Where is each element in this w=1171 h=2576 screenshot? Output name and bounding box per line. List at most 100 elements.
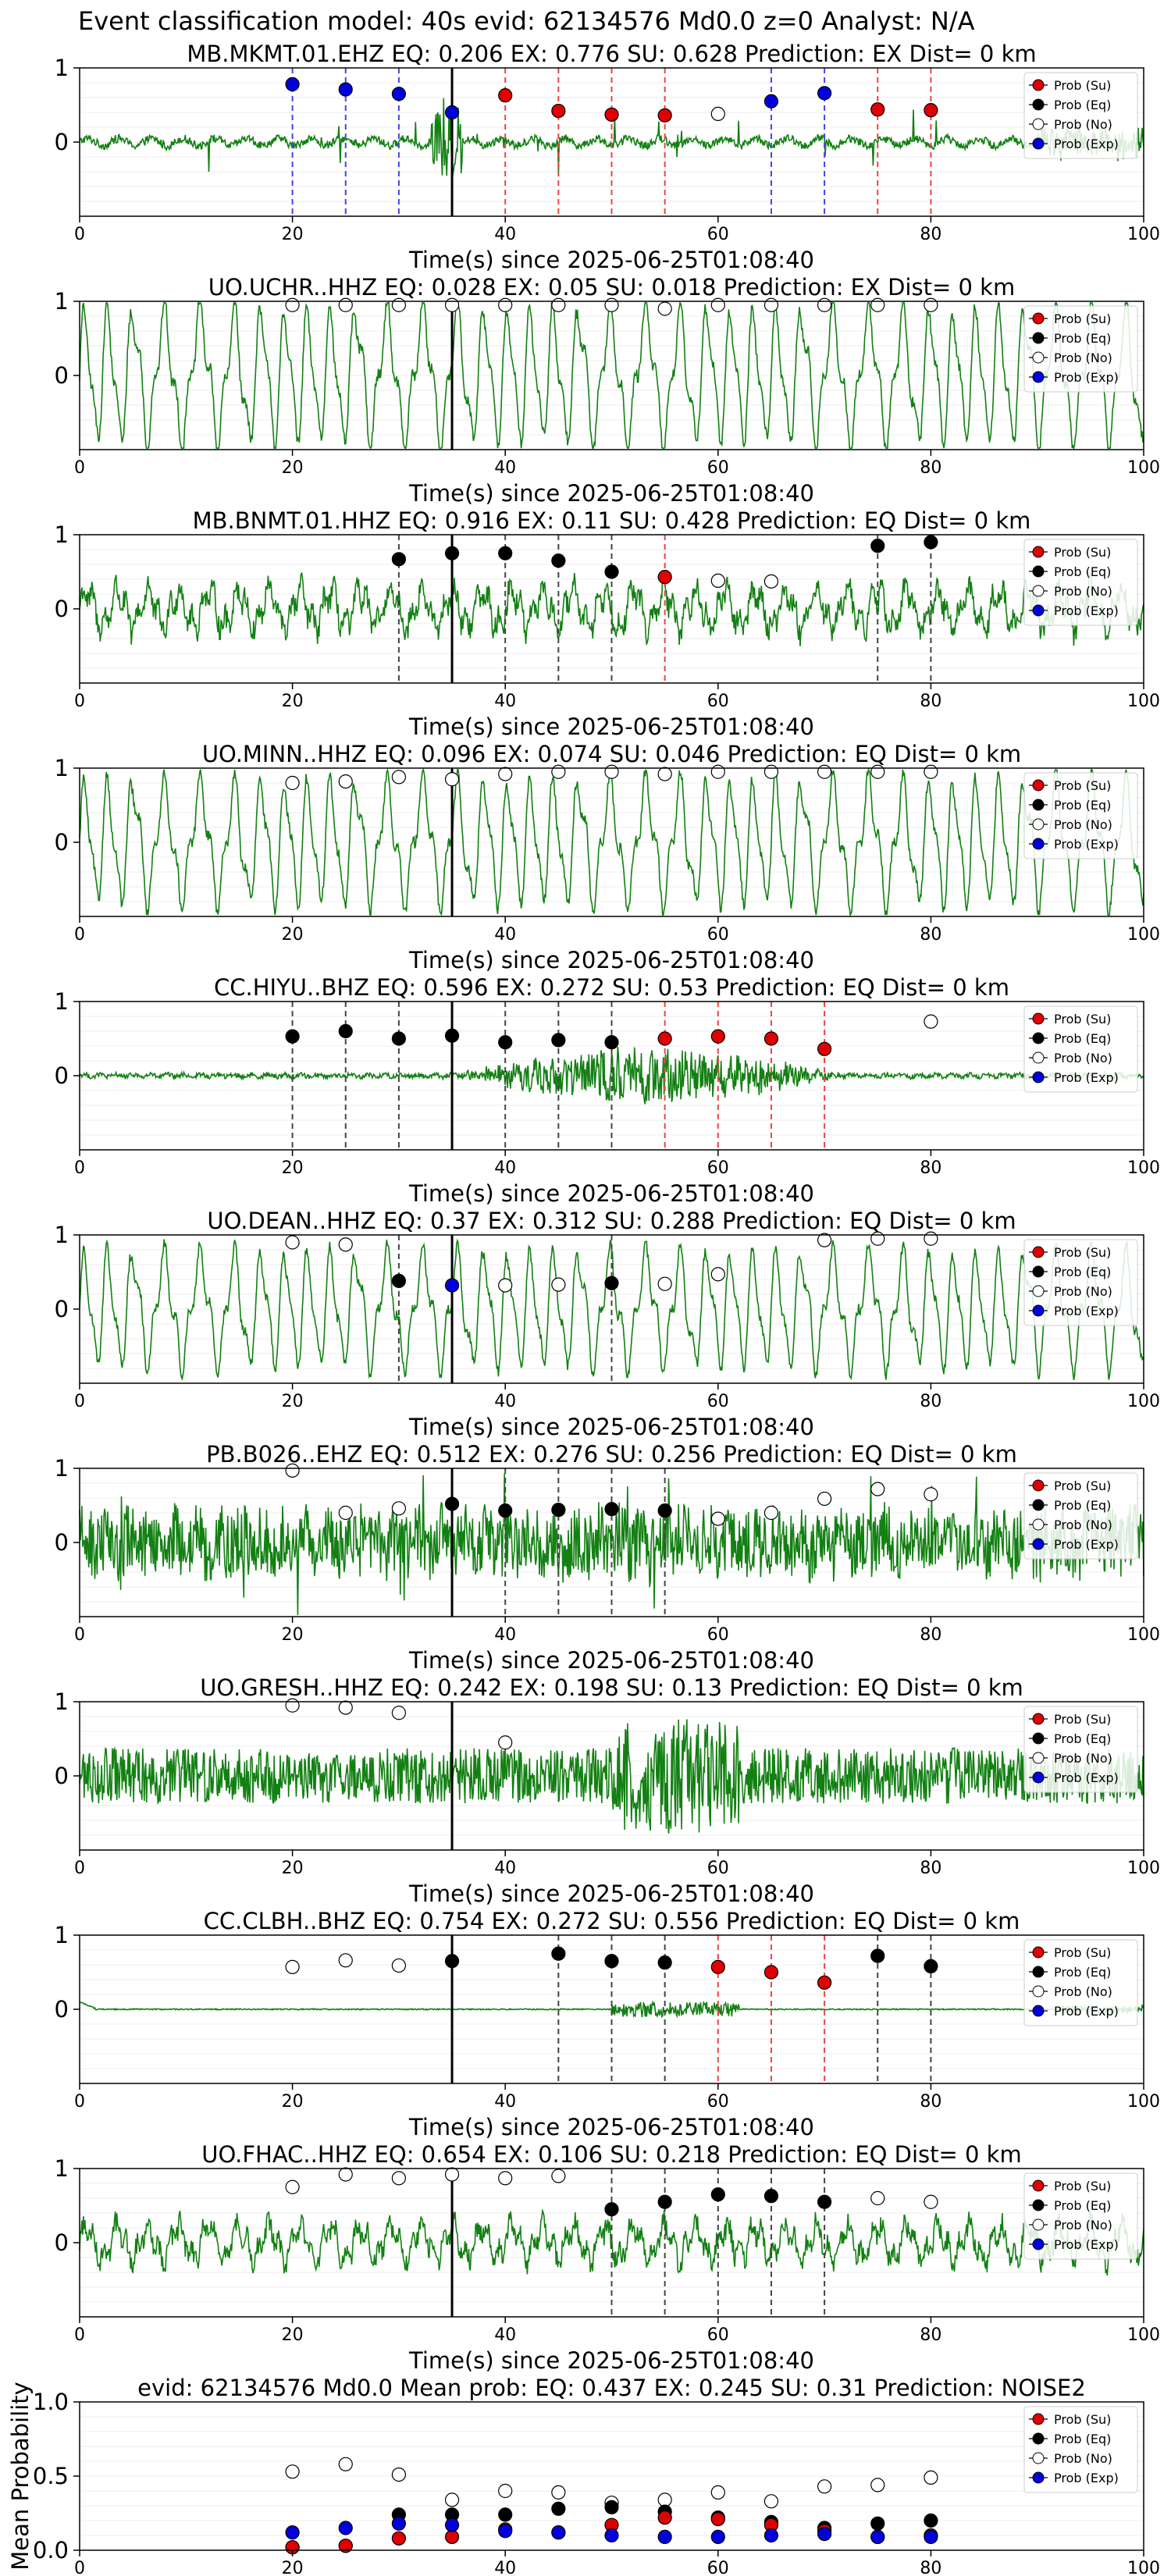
panel-6: UO.DEAN..HHZ EQ: 0.37 EX: 0.312 SU: 0.28… bbox=[55, 1208, 1160, 1440]
legend: Prob (Su) Prob (Eq) Prob (No) Prob (Exp) bbox=[1023, 1239, 1138, 1326]
prob-point bbox=[817, 1233, 832, 1247]
legend-label: Prob (No) bbox=[1054, 1051, 1112, 1066]
prob-point bbox=[657, 570, 672, 585]
x-tick-label: 0 bbox=[74, 1158, 85, 1178]
legend-box bbox=[1023, 305, 1138, 393]
legend: Prob (Su) Prob (Eq) Prob (No) Prob (Exp) bbox=[1023, 305, 1138, 393]
prob-point bbox=[870, 1231, 885, 1246]
x-tick-label: 100 bbox=[1127, 1158, 1160, 1178]
legend-marker bbox=[1032, 371, 1045, 383]
legend-marker bbox=[1032, 1499, 1045, 1511]
mean-prob-point bbox=[551, 2485, 566, 2500]
legend-marker bbox=[1032, 351, 1045, 364]
y-tick-label: 1 bbox=[55, 755, 69, 781]
x-tick-label: 100 bbox=[1127, 225, 1160, 244]
legend-box bbox=[1023, 1005, 1138, 1093]
legend-label: Prob (Eq) bbox=[1054, 1498, 1111, 1513]
legend-label: Prob (No) bbox=[1054, 584, 1112, 599]
legend-label: Prob (Su) bbox=[1054, 545, 1111, 560]
mean-prob-point bbox=[710, 2512, 725, 2527]
mean-prob-point bbox=[338, 2521, 353, 2535]
legend-label: Prob (Eq) bbox=[1054, 2432, 1111, 2446]
prob-point bbox=[763, 574, 779, 589]
mean-prob-point bbox=[498, 2483, 513, 2499]
y-tick-label: 0 bbox=[55, 362, 69, 389]
prob-point bbox=[338, 1505, 353, 1521]
x-tick-label: 60 bbox=[707, 2559, 729, 2576]
mean-prob-point bbox=[657, 2510, 672, 2525]
legend: Prob (Su) Prob (Eq) Prob (No) Prob (Exp) bbox=[1023, 772, 1138, 859]
legend-label: Prob (Eq) bbox=[1054, 564, 1111, 579]
x-tick-label: 40 bbox=[494, 925, 516, 945]
prob-point bbox=[444, 1028, 460, 1043]
x-tick-label: 100 bbox=[1127, 458, 1160, 478]
mean-prob-point bbox=[391, 2516, 406, 2531]
prob-point bbox=[924, 535, 938, 550]
prob-point bbox=[498, 2171, 513, 2186]
prob-point bbox=[391, 770, 406, 785]
panel-1: MB.MKMT.01.EHZ EQ: 0.206 EX: 0.776 SU: 0… bbox=[55, 41, 1160, 273]
x-tick-label: 20 bbox=[282, 1158, 304, 1178]
prob-point bbox=[870, 1948, 885, 1963]
prob-point bbox=[710, 1267, 725, 1282]
x-tick-label: 40 bbox=[494, 1625, 516, 1645]
panel-4: UO.MINN..HHZ EQ: 0.096 EX: 0.074 SU: 0.0… bbox=[55, 741, 1160, 973]
prob-point bbox=[498, 1278, 513, 1293]
mean-prob-point bbox=[657, 2529, 672, 2544]
prob-point bbox=[870, 2190, 885, 2206]
panel-title: MB.MKMT.01.EHZ EQ: 0.206 EX: 0.776 SU: 0… bbox=[187, 41, 1036, 67]
legend-label: Prob (Exp) bbox=[1054, 1537, 1119, 1552]
y-tick-label: 1 bbox=[55, 521, 69, 548]
legend-marker bbox=[1032, 2432, 1045, 2445]
legend-label: Prob (Eq) bbox=[1054, 798, 1111, 813]
legend-label: Prob (Exp) bbox=[1054, 2471, 1119, 2485]
panel-title: MB.BNMT.01.HHZ EQ: 0.916 EX: 0.11 SU: 0.… bbox=[193, 507, 1031, 534]
mean-prob-point bbox=[444, 2517, 460, 2532]
prob-point bbox=[285, 2179, 300, 2194]
legend-marker bbox=[1032, 1771, 1045, 1784]
x-tick-label: 0 bbox=[74, 1859, 85, 1878]
legend-label: Prob (Eq) bbox=[1054, 1731, 1111, 1746]
legend-marker bbox=[1032, 2413, 1045, 2425]
legend-marker bbox=[1032, 604, 1045, 617]
legend: Prob (Su) Prob (Eq) Prob (No) Prob (Exp) bbox=[1023, 1706, 1138, 1793]
x-tick-label: 40 bbox=[494, 1158, 516, 1178]
prob-point bbox=[391, 1501, 406, 1516]
x-axis-label: Time(s) since 2025-06-25T01:08:40 bbox=[408, 480, 814, 507]
prob-point bbox=[604, 764, 619, 779]
legend-marker bbox=[1032, 818, 1045, 831]
panel-11: evid: 62134576 Md0.0 Mean prob: EQ: 0.43… bbox=[7, 2375, 1160, 2576]
legend: Prob (Su) Prob (Eq) Prob (No) Prob (Exp) bbox=[1023, 1005, 1138, 1093]
mean-prob-point bbox=[710, 2485, 725, 2500]
prob-point bbox=[604, 1954, 619, 1969]
x-tick-label: 20 bbox=[282, 2325, 304, 2345]
prob-point bbox=[444, 1954, 460, 1969]
x-tick-label: 60 bbox=[707, 692, 729, 711]
legend-label: Prob (No) bbox=[1054, 1517, 1112, 1532]
prob-point bbox=[444, 772, 460, 787]
prob-point bbox=[391, 297, 406, 312]
prob-point bbox=[817, 2194, 832, 2209]
prob-point bbox=[657, 767, 672, 781]
x-tick-label: 60 bbox=[707, 1859, 729, 1878]
mean-prob-point bbox=[924, 2470, 938, 2485]
x-tick-label: 80 bbox=[920, 458, 941, 478]
x-tick-label: 100 bbox=[1127, 692, 1160, 711]
prob-point bbox=[498, 297, 513, 312]
panel-title: UO.FHAC..HHZ EQ: 0.654 EX: 0.106 SU: 0.2… bbox=[201, 2141, 1021, 2168]
legend-label: Prob (Eq) bbox=[1054, 331, 1111, 346]
prob-point bbox=[551, 1033, 566, 1048]
y-tick-label: 1 bbox=[55, 1222, 69, 1248]
mean-prob-point bbox=[498, 2524, 513, 2539]
panel-title: CC.HIYU..BHZ EQ: 0.596 EX: 0.272 SU: 0.5… bbox=[214, 974, 1009, 1001]
prob-point bbox=[551, 553, 566, 568]
x-tick-label: 40 bbox=[494, 2092, 516, 2112]
legend-label: Prob (Su) bbox=[1054, 311, 1111, 326]
mean-prob-point bbox=[444, 2492, 460, 2507]
y-tick-label: 1 bbox=[55, 55, 69, 81]
x-tick-label: 60 bbox=[707, 2325, 729, 2345]
prob-point bbox=[444, 297, 460, 312]
legend-label: Prob (No) bbox=[1054, 350, 1112, 365]
prob-point bbox=[657, 301, 672, 316]
y-tick-label: 0 bbox=[55, 2229, 69, 2256]
